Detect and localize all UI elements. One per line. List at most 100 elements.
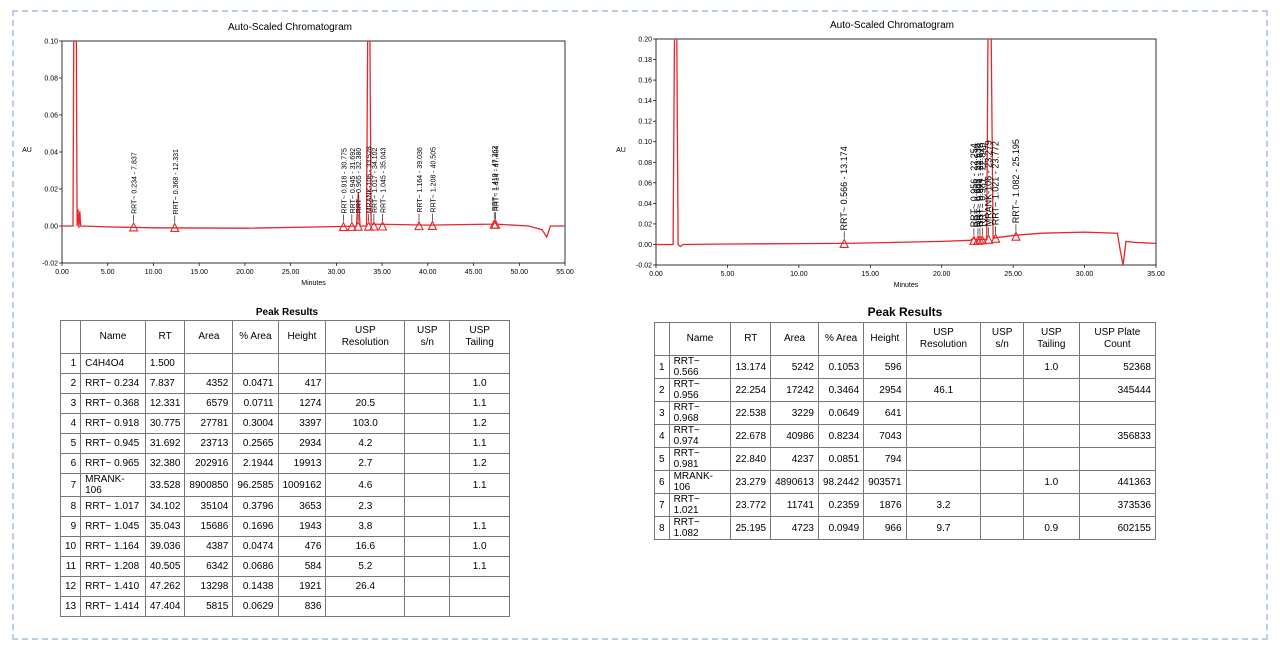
- table-cell: 22.840: [730, 447, 772, 471]
- peak-marker: [368, 220, 379, 231]
- table-cell: 19913: [277, 453, 327, 474]
- table-cell: 903571: [863, 470, 907, 494]
- table-cell: 30.775: [144, 413, 186, 434]
- y-tick-label: 0.16: [638, 78, 652, 85]
- table-cell: [905, 355, 982, 379]
- table-cell: RRT~ 0.956: [668, 378, 732, 402]
- table-cell: RRT~ 1.021: [668, 493, 732, 517]
- right-chromatogram-panel: Auto-Scaled Chromatogram 0.00 5.00 10.00 15…: [612, 18, 1172, 293]
- left-peak-results-title: Peak Results: [255, 307, 319, 318]
- peak-marker: [169, 222, 180, 233]
- x-axis-label: Minutes: [301, 280, 326, 287]
- table-cell: 10: [59, 536, 82, 557]
- table-cell: 0.0851: [817, 447, 865, 471]
- table-cell: 2.7: [325, 453, 406, 474]
- table-cell: 5: [654, 447, 670, 471]
- table-cell: 373536: [1078, 493, 1157, 517]
- x-tick-label: 45.00: [465, 269, 483, 276]
- table-cell: 1.1: [449, 433, 510, 454]
- table-cell: [325, 373, 406, 394]
- table-cell: 16.6: [325, 536, 406, 557]
- table-row: 1 C4H4O4 1.500: [59, 353, 510, 374]
- table-cell: 32.380: [144, 453, 186, 474]
- table-row: 8 RRT~ 1.082 25.195 4723 0.0949 966 9.7 0.9 6021…: [654, 516, 1157, 540]
- table-cell: [404, 516, 451, 537]
- table-cell: 0.1438: [232, 576, 279, 597]
- table-cell: 12.331: [144, 393, 186, 414]
- x-tick-label: 40.00: [419, 269, 437, 276]
- table-cell: 8900850: [184, 473, 234, 497]
- table-row: 8 RRT~ 1.017 34.102 35104 0.3796 3653 2.3: [59, 496, 510, 517]
- table-cell: 1009162: [277, 473, 327, 497]
- table-cell: 0.0949: [817, 516, 865, 540]
- table-cell: C4H4O4: [80, 353, 146, 374]
- table-cell: 0.0711: [232, 393, 279, 414]
- table-cell: [980, 355, 1024, 379]
- table-cell: 17242: [770, 378, 819, 402]
- peak-marker: [1011, 231, 1021, 241]
- table-cell: 0.2359: [817, 493, 865, 517]
- table-cell: 1876: [863, 493, 907, 517]
- table-row: 3 RRT~ 0.968 22.538 3229 0.0649 641: [654, 401, 1157, 425]
- table-cell: 836: [277, 596, 327, 617]
- peak-marker: [414, 220, 424, 231]
- table-cell: 0.0474: [232, 536, 279, 557]
- peak-label: RRT~ 1.021 - 23.772: [991, 141, 1001, 225]
- peak-label: RRT~ 0.968 - 22.538: [973, 143, 983, 227]
- table-cell: RRT~ 0.918: [80, 413, 146, 434]
- table-cell: [404, 453, 451, 474]
- peak-marker: [346, 221, 357, 231]
- peak-label: MRANK-106 - 23.279: [984, 140, 994, 226]
- table-cell: [980, 447, 1024, 471]
- x-tick-label: 5.00: [101, 269, 115, 276]
- table-cell: 1.500: [144, 353, 186, 374]
- x-tick-label: 25.00: [1004, 271, 1022, 278]
- x-tick-label: 0.00: [55, 269, 69, 276]
- y-tick-label: -0.02: [42, 261, 58, 268]
- right-peak-results-table: Name RT Area% Area Height USP Resolution USP …: [654, 322, 1157, 540]
- peak-label: RRT~ 0.918 - 30.775: [341, 148, 348, 214]
- table-row: 12 RRT~ 1.410 47.262 13298 0.1438 1921 26.4: [59, 576, 510, 597]
- y-tick-label: 0.08: [44, 76, 58, 83]
- x-tick-label: 15.00: [862, 271, 880, 278]
- table-cell: 25.195: [730, 516, 772, 540]
- peak-label: RRT~ 1.045 - 35.043: [380, 147, 387, 213]
- table-cell: 22.538: [730, 401, 772, 425]
- table-cell: 23713: [184, 433, 234, 454]
- x-tick-label: 10.00: [790, 271, 808, 278]
- peak-marker: [338, 221, 349, 232]
- x-tick-label: 35.00: [373, 269, 391, 276]
- x-tick-label: 30.00: [328, 269, 346, 276]
- y-tick-label: 0.20: [638, 37, 652, 44]
- table-cell: [449, 496, 510, 517]
- column-header: RT: [144, 320, 186, 354]
- table-cell: 22.254: [730, 378, 772, 402]
- table-cell: [232, 353, 279, 374]
- column-header: Height: [863, 322, 907, 356]
- table-cell: 4387: [184, 536, 234, 557]
- peak-label: RRT~ 1.414 - 47.404: [494, 146, 501, 212]
- peak-label: RRT~ 0.368 - 12.331: [173, 149, 180, 215]
- x-tick-label: 35.00: [1147, 271, 1165, 278]
- y-tick-label: 0.10: [44, 39, 58, 46]
- peak-marker: [990, 233, 1001, 243]
- table-cell: [1022, 378, 1080, 402]
- table-cell: 3397: [277, 413, 327, 434]
- table-cell: 33.528: [144, 473, 186, 497]
- x-tick-label: 20.00: [933, 271, 951, 278]
- table-cell: RRT~ 1.164: [80, 536, 146, 557]
- table-cell: 5: [59, 433, 82, 454]
- table-cell: [1022, 401, 1080, 425]
- table-cell: 47.404: [144, 596, 186, 617]
- table-cell: 7.837: [144, 373, 186, 394]
- table-cell: 1.1: [449, 556, 510, 577]
- table-cell: 1.0: [1022, 470, 1080, 494]
- table-cell: 9: [59, 516, 82, 537]
- table-cell: 0.3004: [232, 413, 279, 434]
- column-header: RT: [730, 322, 772, 356]
- table-cell: [404, 556, 451, 577]
- y-tick-label: 0.18: [638, 57, 652, 64]
- y-tick-label: 0.02: [44, 187, 58, 194]
- table-cell: [1022, 493, 1080, 517]
- x-tick-label: 50.00: [511, 269, 529, 276]
